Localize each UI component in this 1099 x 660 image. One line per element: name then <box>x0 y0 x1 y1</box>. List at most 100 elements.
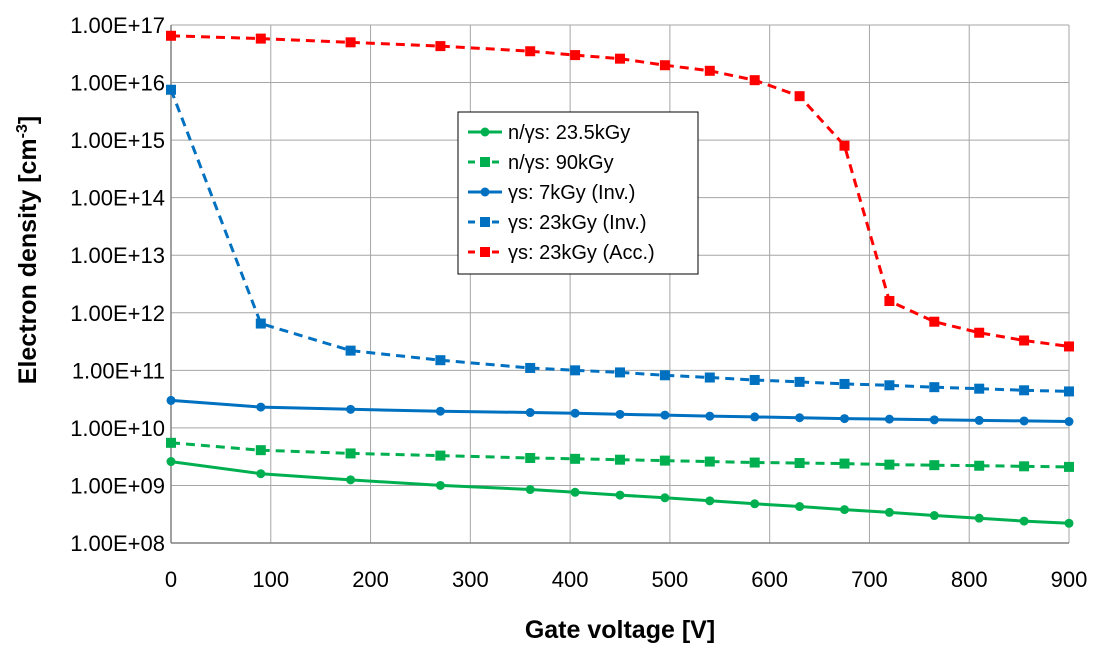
legend-label: γs: 7kGy (Inv.) <box>508 182 635 204</box>
y-tick-labels: 1.00E+08 1.00E+09 1.00E+10 1.00E+11 1.00E+12… <box>70 13 165 556</box>
data-point <box>840 414 849 424</box>
y-tick-label: 1.00E+16 <box>70 71 165 96</box>
data-point <box>974 383 985 394</box>
series-4 <box>166 30 1074 352</box>
data-point <box>884 380 895 391</box>
data-point <box>615 409 625 419</box>
data-point <box>704 65 715 76</box>
y-axis-title-sup: -3 <box>14 124 31 138</box>
data-point <box>166 84 176 95</box>
data-point <box>884 414 894 424</box>
data-point <box>435 406 445 416</box>
x-tick-label: 800 <box>951 567 988 592</box>
data-point <box>794 458 805 469</box>
legend-item: γs: 23kGy (Acc.) <box>468 242 655 264</box>
y-tick-label: 1.00E+12 <box>70 301 165 326</box>
x-tick-label: 500 <box>652 567 689 592</box>
legend-item: n/γs: 23.5kGy <box>468 122 630 144</box>
data-point <box>704 456 715 467</box>
legend-swatch-marker <box>480 247 490 257</box>
x-tick-label: 700 <box>851 567 888 592</box>
data-point <box>256 469 266 479</box>
data-point <box>659 60 670 71</box>
y-tick-label: 1.00E+09 <box>70 473 165 498</box>
legend-label: n/γs: 23.5kGy <box>508 122 630 144</box>
data-point <box>1064 461 1074 472</box>
data-point <box>750 499 760 509</box>
data-point <box>525 452 536 463</box>
y-axis-title-close: ] <box>14 116 42 124</box>
y-axis-title: Electron density [cm-3] <box>14 116 42 384</box>
data-point <box>570 408 580 418</box>
data-point <box>704 372 715 383</box>
data-point <box>435 41 446 52</box>
series-2 <box>166 395 1074 427</box>
legend-swatch-marker <box>480 217 490 227</box>
legend-label: γs: 23kGy (Inv.) <box>508 212 647 234</box>
data-point <box>659 370 670 381</box>
data-point <box>345 448 356 459</box>
legend-swatch-marker <box>480 157 490 167</box>
legend: n/γs: 23.5kGy n/γs: 90kGy γs: 7kGy (Inv.) γ… <box>457 111 699 275</box>
y-tick-label: 1.00E+13 <box>70 243 165 268</box>
data-point <box>346 404 356 414</box>
data-point <box>839 458 850 469</box>
data-point <box>794 376 805 387</box>
data-point <box>525 362 536 373</box>
data-point <box>974 327 985 338</box>
data-point <box>884 296 895 307</box>
data-point <box>929 382 940 393</box>
data-point <box>660 410 670 420</box>
data-point <box>525 46 536 57</box>
series-0 <box>166 457 1074 528</box>
data-point <box>749 75 760 86</box>
y-axis-title-main: Electron density [cm <box>14 138 42 384</box>
series-3 <box>166 84 1074 397</box>
data-point <box>929 511 939 521</box>
data-point <box>929 316 940 327</box>
data-point <box>1019 335 1030 346</box>
data-point <box>795 413 805 423</box>
data-point <box>435 480 445 490</box>
data-point <box>840 505 849 515</box>
legend-label: n/γs: 90kGy <box>508 152 614 174</box>
data-point <box>1019 416 1029 426</box>
data-point <box>345 345 356 356</box>
data-point <box>974 513 984 523</box>
data-point <box>570 50 581 61</box>
series-layer <box>166 30 1074 528</box>
data-point <box>705 496 715 506</box>
data-point <box>749 457 760 468</box>
data-point <box>1019 516 1029 526</box>
legend-swatch-marker <box>480 187 490 197</box>
data-point <box>974 415 984 425</box>
data-point <box>795 502 805 512</box>
data-point <box>1019 461 1030 472</box>
x-tick-label: 0 <box>165 567 177 592</box>
legend-item: γs: 7kGy (Inv.) <box>468 182 635 204</box>
data-point <box>525 408 535 418</box>
data-point <box>1019 385 1030 396</box>
data-point <box>166 395 176 405</box>
data-point <box>615 53 625 64</box>
x-tick-label: 900 <box>1051 567 1088 592</box>
data-point <box>256 402 266 412</box>
data-point <box>435 450 446 461</box>
data-point <box>615 454 625 465</box>
y-tick-label: 1.00E+15 <box>70 128 165 153</box>
legend-swatch-marker <box>480 127 490 137</box>
y-tick-label: 1.00E+10 <box>70 416 165 441</box>
data-point <box>749 374 760 385</box>
legend-label: γs: 23kGy (Acc.) <box>508 242 655 264</box>
data-point <box>615 367 625 378</box>
axes <box>170 25 1069 544</box>
x-axis-title: Gate voltage [V] <box>525 616 715 644</box>
data-point <box>345 37 356 48</box>
data-point <box>570 487 580 497</box>
data-point <box>839 140 850 151</box>
legend-item: γs: 23kGy (Inv.) <box>468 212 647 234</box>
data-point <box>570 453 581 464</box>
data-point <box>660 493 670 503</box>
data-point <box>346 475 356 485</box>
series-1 <box>166 437 1074 472</box>
